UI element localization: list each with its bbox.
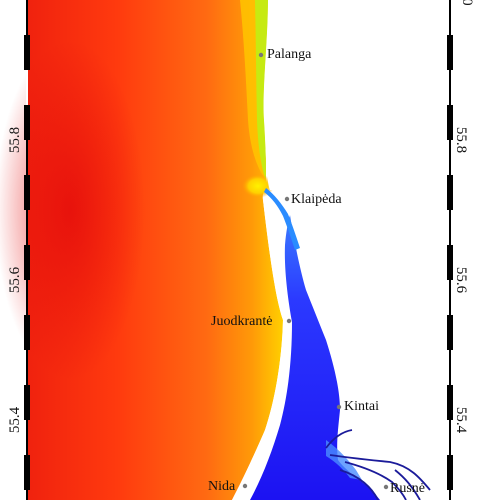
left-lat-label-55.6: 55.6 [7,266,23,293]
rusne-marker [383,484,389,490]
juodkrante-label: Juodkrantė [211,314,272,329]
right-frame [447,0,453,500]
klaipeda-strait [264,188,300,250]
left-frame [24,0,30,500]
curonian-lagoon [250,215,380,500]
sea-core [0,40,145,380]
palanga-marker [258,52,264,58]
sea-shore-band [255,0,268,180]
right-lat-label-55.4: 55.4 [453,407,469,434]
kintai-marker [336,404,342,410]
klaipeda-label: Klaipėda [291,192,342,207]
palanga-label: Palanga [267,47,312,62]
rusne-label: Rusnė [390,481,425,496]
right-lat-label-top: .0 [459,0,475,6]
klaipeda-marker [284,196,290,202]
nida-label: Nida [208,479,236,494]
nida-marker [242,483,248,489]
left-lat-label-55.4: 55.4 [7,406,23,433]
left-lat-label-55.8: 55.8 [7,127,23,153]
right-lat-label-55.8: 55.8 [453,127,469,153]
juodkrante-marker [286,318,292,324]
lagoon-delta-edge [326,440,362,480]
curonian-spit [232,198,290,500]
nemunas-delta-rivers [325,429,431,500]
kintai-label: Kintai [344,399,379,414]
right-lat-label-55.6: 55.6 [453,267,469,294]
